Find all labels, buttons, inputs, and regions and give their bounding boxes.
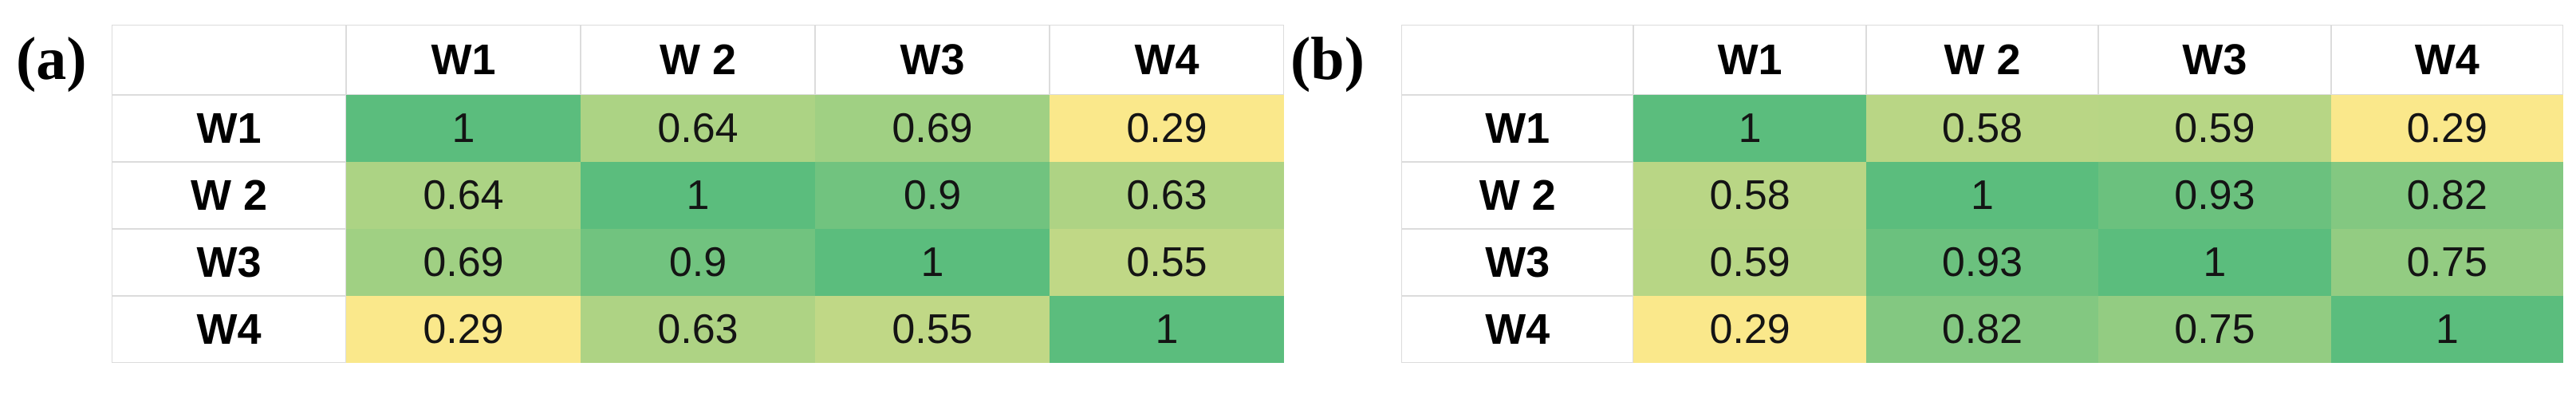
row-label: W1 bbox=[112, 95, 346, 162]
heatmap-cell: 1 bbox=[1865, 162, 2099, 229]
heatmap-cell: 0.59 bbox=[1633, 229, 1866, 296]
heatmap-cell: 0.9 bbox=[815, 162, 1050, 229]
row-label: W1 bbox=[1401, 95, 1634, 162]
col-header: W4 bbox=[2330, 25, 2563, 95]
heatmap-cell: 0.63 bbox=[581, 296, 815, 363]
row-label: W3 bbox=[1401, 229, 1634, 296]
heatmap-cell: 0.59 bbox=[2098, 95, 2331, 162]
heatmap-cell: 0.64 bbox=[581, 95, 815, 162]
heatmap-cell: 1 bbox=[815, 229, 1050, 296]
heatmap-cell: 0.75 bbox=[2098, 296, 2331, 363]
row-label: W3 bbox=[112, 229, 346, 296]
col-header: W3 bbox=[2098, 25, 2331, 95]
heatmap-cell: 0.9 bbox=[581, 229, 815, 296]
heatmap-cell: 0.29 bbox=[346, 296, 581, 363]
col-header: W 2 bbox=[1865, 25, 2099, 95]
row-label: W 2 bbox=[1401, 162, 1634, 229]
col-header: W1 bbox=[1633, 25, 1866, 95]
correlation-heatmap-a: W1 W 2 W3 W4 W1 1 0.64 0.69 0.29 W 2 0.64 1 0.9 0.63 W… bbox=[112, 25, 1284, 363]
heatmap-cell: 0.75 bbox=[2330, 229, 2563, 296]
heatmap-cell: 0.58 bbox=[1633, 162, 1866, 229]
heatmap-cell: 0.93 bbox=[1865, 229, 2099, 296]
heatmap-cell: 0.82 bbox=[2330, 162, 2563, 229]
heatmap-cell: 0.29 bbox=[1633, 296, 1866, 363]
row-label: W4 bbox=[112, 296, 346, 363]
heatmap-cell: 0.64 bbox=[346, 162, 581, 229]
heatmap-cell: 0.29 bbox=[2330, 95, 2563, 162]
corner-cell bbox=[1401, 25, 1634, 95]
heatmap-cell: 1 bbox=[2098, 229, 2331, 296]
panel-label-b: (b) bbox=[1290, 26, 1365, 93]
heatmap-cell: 1 bbox=[1050, 296, 1284, 363]
heatmap-cell: 0.58 bbox=[1865, 95, 2099, 162]
heatmap-cell: 0.69 bbox=[346, 229, 581, 296]
heatmap-cell: 1 bbox=[2330, 296, 2563, 363]
row-label: W4 bbox=[1401, 296, 1634, 363]
heatmap-cell: 1 bbox=[1633, 95, 1866, 162]
col-header: W1 bbox=[346, 25, 581, 95]
row-label: W 2 bbox=[112, 162, 346, 229]
heatmap-cell: 0.55 bbox=[815, 296, 1050, 363]
heatmap-cell: 1 bbox=[346, 95, 581, 162]
heatmap-cell: 0.29 bbox=[1050, 95, 1284, 162]
heatmap-cell: 1 bbox=[581, 162, 815, 229]
heatmap-cell: 0.63 bbox=[1050, 162, 1284, 229]
col-header: W4 bbox=[1050, 25, 1284, 95]
heatmap-cell: 0.82 bbox=[1865, 296, 2099, 363]
panel-label-a: (a) bbox=[16, 26, 87, 93]
heatmap-cell: 0.69 bbox=[815, 95, 1050, 162]
heatmap-cell: 0.93 bbox=[2098, 162, 2331, 229]
heatmap-cell: 0.55 bbox=[1050, 229, 1284, 296]
corner-cell bbox=[112, 25, 346, 95]
col-header: W3 bbox=[815, 25, 1050, 95]
col-header: W 2 bbox=[581, 25, 815, 95]
correlation-heatmap-b: W1 W 2 W3 W4 W1 1 0.58 0.59 0.29 W 2 0.58 1 0.93 0.82… bbox=[1401, 25, 2563, 363]
